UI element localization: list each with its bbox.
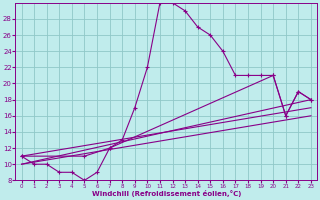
X-axis label: Windchill (Refroidissement éolien,°C): Windchill (Refroidissement éolien,°C) <box>92 190 241 197</box>
